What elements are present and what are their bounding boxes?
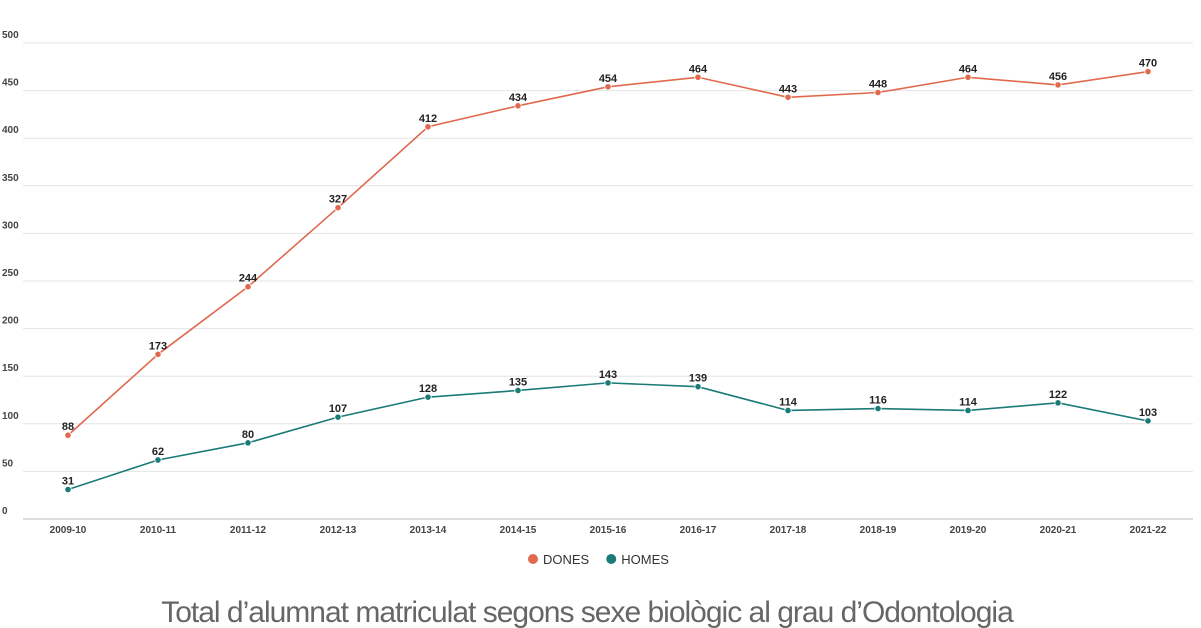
data-point [514,102,522,110]
data-label: 80 [242,429,254,441]
data-label: 443 [779,83,797,95]
series-line [67,382,1149,491]
x-tick-label: 2016-17 [680,525,717,536]
data-label: 128 [419,383,437,395]
data-label: 412 [419,113,437,125]
data-point [244,439,252,447]
data-point [1144,417,1152,425]
data-label: 434 [509,92,528,104]
legend-label: DONES [543,552,590,567]
data-point [334,413,342,421]
data-point [874,404,882,413]
data-point [604,83,612,91]
y-tick-label: 100 [2,411,19,422]
data-point [154,456,162,464]
x-tick-label: 2010-11 [140,525,177,536]
data-label: 464 [959,63,978,75]
y-tick-label: 0 [2,506,8,517]
x-tick-label: 2013-14 [410,525,447,536]
x-tick-label: 2020-21 [1040,525,1077,536]
data-point [1144,67,1152,76]
data-point [154,350,162,358]
data-point [694,73,702,81]
y-tick-label: 50 [2,458,14,469]
x-tick-label: 2017-18 [770,525,807,536]
data-point [964,406,972,415]
data-label: 143 [599,369,617,381]
data-point [514,386,522,395]
data-label: 454 [599,73,618,85]
legend-marker [528,554,538,564]
data-point [964,73,972,81]
x-tick-label: 2018-19 [860,525,897,536]
data-label: 116 [869,395,887,407]
data-point [874,88,882,97]
data-label: 456 [1049,71,1067,83]
data-label: 173 [149,340,167,352]
data-label: 244 [239,273,258,285]
x-tick-label: 2011-12 [230,525,267,536]
data-label: 88 [62,421,74,433]
data-label: 62 [152,446,164,458]
data-point [64,431,72,439]
data-label: 103 [1139,407,1157,419]
data-point [424,393,432,401]
legend-marker [606,554,617,564]
x-tick-label: 2014-15 [500,525,537,536]
chart-caption: Total d’alumnat matriculat segons sexe b… [161,596,1014,628]
data-point [334,204,342,212]
data-label: 31 [62,475,74,487]
data-label: 122 [1049,389,1067,401]
legend-label: HOMES [621,552,669,567]
x-tick-label: 2021-22 [1130,525,1167,536]
data-point [64,485,72,494]
data-label: 327 [329,194,347,206]
y-tick-label: 150 [2,363,19,374]
data-label: 470 [1139,58,1157,70]
data-label: 139 [689,373,707,385]
data-label: 448 [869,79,887,91]
y-tick-label: 250 [2,268,19,279]
y-tick-label: 300 [2,220,19,231]
x-tick-label: 2019-20 [950,525,987,536]
data-label: 464 [689,63,708,75]
x-tick-label: 2015-16 [590,525,627,536]
data-point [244,283,252,291]
y-tick-label: 350 [2,173,19,184]
data-point [1054,81,1062,89]
data-point [1054,399,1062,407]
x-tick-label: 2009-10 [50,525,87,536]
y-tick-label: 500 [2,30,19,41]
data-point [784,93,792,101]
data-label: 107 [329,403,347,415]
data-point [784,406,792,415]
data-point [604,379,612,387]
data-point [694,383,702,391]
data-label: 135 [509,376,527,388]
data-label: 114 [779,396,798,408]
y-tick-label: 450 [2,78,19,89]
y-tick-label: 200 [2,316,19,327]
data-point [424,123,432,131]
data-label: 114 [959,396,978,408]
x-tick-label: 2012-13 [320,525,357,536]
y-tick-label: 400 [2,125,19,136]
